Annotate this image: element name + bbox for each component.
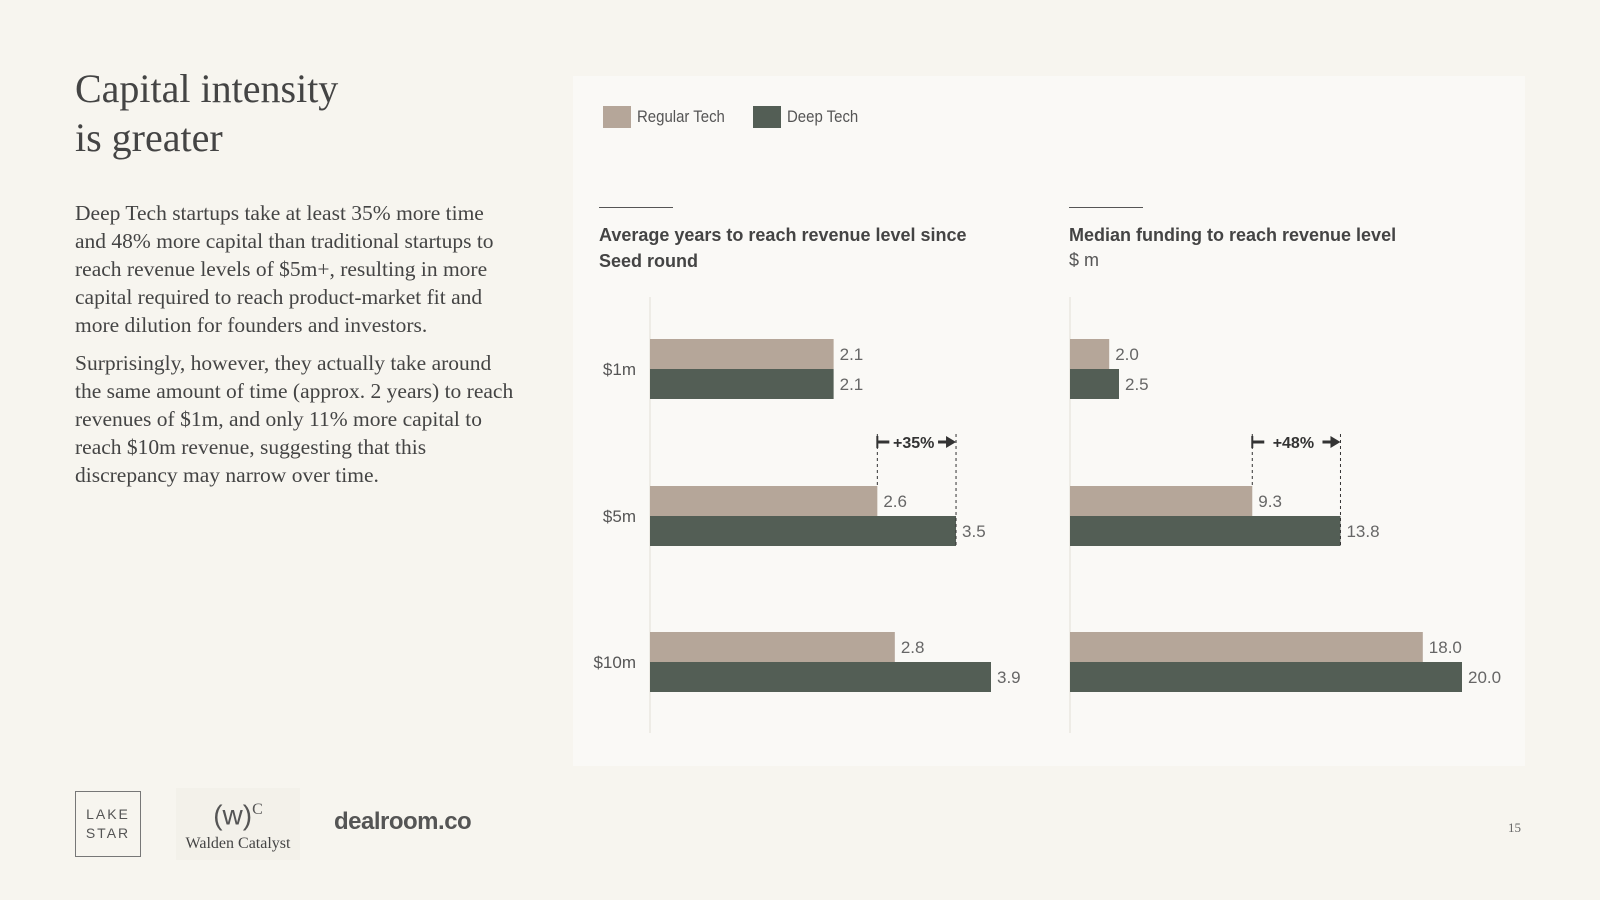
bar-deep-tech	[650, 662, 991, 692]
chart-legend: Regular Tech Deep Tech	[603, 106, 884, 128]
data-label: 9.3	[1258, 492, 1282, 511]
walden-catalyst-logo: (w)C Walden Catalyst	[176, 788, 300, 860]
walden-name: Walden Catalyst	[185, 835, 291, 853]
data-label: 2.8	[901, 638, 925, 657]
bar-regular-tech	[650, 486, 878, 516]
data-label: 2.5	[1125, 375, 1149, 394]
bar-deep-tech	[1070, 369, 1119, 399]
data-label: 2.1	[840, 375, 864, 394]
legend-label-deep-tech: Deep Tech	[786, 107, 859, 126]
legend-item-regular-tech: Regular Tech	[603, 106, 737, 128]
bar-deep-tech	[650, 369, 834, 399]
category-label: $10m	[593, 653, 636, 672]
data-label: 3.5	[962, 522, 986, 541]
data-label: 3.9	[997, 668, 1021, 687]
page-title: Capital intensity is greater	[75, 64, 535, 162]
walden-mark-text: (w)	[213, 799, 253, 831]
paragraph-1: Deep Tech startups take at least 35% mor…	[75, 201, 494, 337]
category-label: $1m	[603, 360, 636, 379]
lake-star-logo-line-1: LAKE	[86, 806, 130, 822]
chart-2-header: Median funding to reach revenue level $ …	[1069, 207, 1489, 272]
annotation-label: +35%	[893, 435, 934, 452]
chart-2-title: Median funding to reach revenue level	[1069, 225, 1397, 245]
lake-star-logo-line-2: STAR	[85, 825, 131, 841]
page-number: 15	[1508, 820, 1521, 835]
dealroom-logo: dealroom.co	[334, 808, 472, 835]
legend-item-deep-tech: Deep Tech	[752, 106, 868, 128]
data-label: 13.8	[1346, 522, 1379, 541]
data-label: 2.0	[1115, 345, 1139, 364]
chart-2-rule	[1069, 207, 1143, 208]
bar-regular-tech	[1070, 486, 1253, 516]
bar-regular-tech	[650, 632, 895, 662]
bar-regular-tech	[1070, 632, 1423, 662]
category-label: $5m	[603, 507, 636, 526]
legend-swatch-regular-tech	[603, 106, 631, 128]
annotation-arrowhead	[1330, 436, 1341, 448]
bar-deep-tech	[1070, 516, 1341, 546]
chart-1-title-line-1: Average years to reach revenue level sin…	[599, 225, 967, 245]
walden-mark: (w)C	[176, 794, 300, 831]
data-label: 2.1	[840, 345, 864, 364]
chart-1-rule	[599, 207, 673, 208]
data-label: 20.0	[1468, 668, 1501, 687]
body-text: Deep Tech startups take at least 35% mor…	[75, 199, 520, 499]
bar-deep-tech	[1070, 662, 1462, 692]
paragraph-2: Surprisingly, however, they actually tak…	[75, 351, 514, 487]
bar-regular-tech	[650, 339, 834, 369]
legend-swatch-deep-tech	[752, 106, 781, 128]
lake-star-logo: LAKE STAR	[75, 791, 141, 857]
title-line-1: Capital intensity	[75, 66, 339, 111]
data-label: 18.0	[1429, 638, 1462, 657]
chart-2-unit: $ m	[1069, 250, 1100, 270]
chart-1-header: Average years to reach revenue level sin…	[599, 207, 1019, 274]
data-label: 2.6	[883, 492, 907, 511]
legend-label-regular-tech: Regular Tech	[637, 107, 725, 126]
bar-regular-tech	[1070, 339, 1110, 369]
bar-deep-tech	[650, 516, 957, 546]
annotation-arrowhead	[946, 436, 957, 448]
title-line-2: is greater	[75, 115, 223, 160]
chart-1-title-line-2: Seed round	[599, 251, 699, 271]
annotation-label: +48%	[1273, 435, 1314, 452]
chart-1-title: Average years to reach revenue level sin…	[599, 222, 1019, 274]
walden-mark-sup: C	[252, 801, 263, 818]
